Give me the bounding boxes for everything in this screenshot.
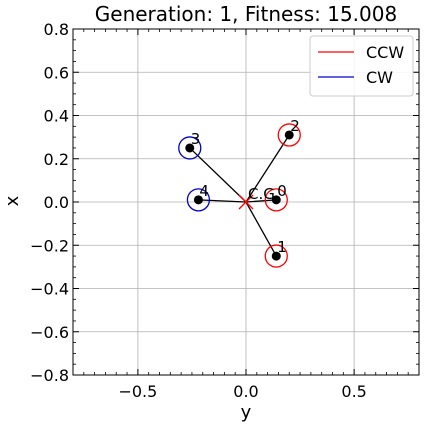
legend-label-cw: CW — [366, 68, 393, 87]
x-tick-label: −0.5 — [118, 382, 157, 401]
y-tick-label: −0.8 — [30, 366, 69, 385]
rotor-circle-ccw — [277, 123, 301, 147]
tick-labels: −0.5 0.0 0.5 −0.8 −0.6 −0.4 −0.2 0.0 0.2 0.4 0.6 0.… — [30, 20, 367, 401]
y-tick-label: −0.4 — [30, 280, 69, 299]
rotor-circle-cw — [186, 188, 211, 212]
rotor-label: 2 — [290, 117, 300, 135]
rotor-point — [193, 195, 203, 205]
y-tick-label: −0.6 — [30, 323, 69, 342]
rotor-arm — [189, 147, 247, 203]
rotor-label: 1 — [277, 238, 287, 256]
rotor-point — [284, 130, 294, 140]
x-tick-label: 0.0 — [233, 382, 258, 401]
rotor-arm — [245, 134, 290, 203]
rotor-label: 4 — [199, 182, 209, 200]
legend-label-ccw: CCW — [366, 43, 404, 62]
rotor-arms — [189, 134, 290, 257]
rotor-arm — [245, 199, 277, 203]
y-tick-label: 0.2 — [44, 150, 69, 169]
cg-marker-stroke-b — [238, 194, 254, 210]
rotor-circle-cw — [178, 136, 202, 160]
rotor-point — [271, 251, 281, 261]
rotor-circle-ccw — [264, 188, 288, 212]
rotor-circle-ccw — [264, 244, 288, 268]
rotor-arm — [198, 199, 247, 203]
legend: CCW CW — [309, 35, 414, 97]
cg-label: C.G. — [248, 185, 280, 203]
y-tick-label: 0.0 — [44, 193, 69, 212]
rotor-point — [271, 195, 281, 205]
rotor-arm — [245, 201, 277, 257]
x-tick-label: 0.5 — [341, 382, 366, 401]
y-tick-label: 0.6 — [44, 63, 69, 82]
chart-title: Generation: 1, Fitness: 15.008 — [95, 2, 397, 26]
y-axis-label: x — [2, 195, 23, 206]
rotor-label: 3 — [191, 130, 201, 148]
rotor-label: 0 — [277, 182, 287, 200]
y-tick-label: 0.4 — [44, 107, 69, 126]
x-axis-label: y — [241, 402, 252, 423]
legend-box — [309, 35, 414, 97]
center-of-gravity: C.G. — [238, 185, 280, 210]
y-tick-label: −0.2 — [30, 236, 69, 255]
rotor-point — [185, 143, 195, 153]
y-tick-label: 0.8 — [44, 20, 69, 39]
rotors: 0 1 2 3 4 — [178, 117, 301, 268]
plot-frame — [72, 28, 420, 376]
